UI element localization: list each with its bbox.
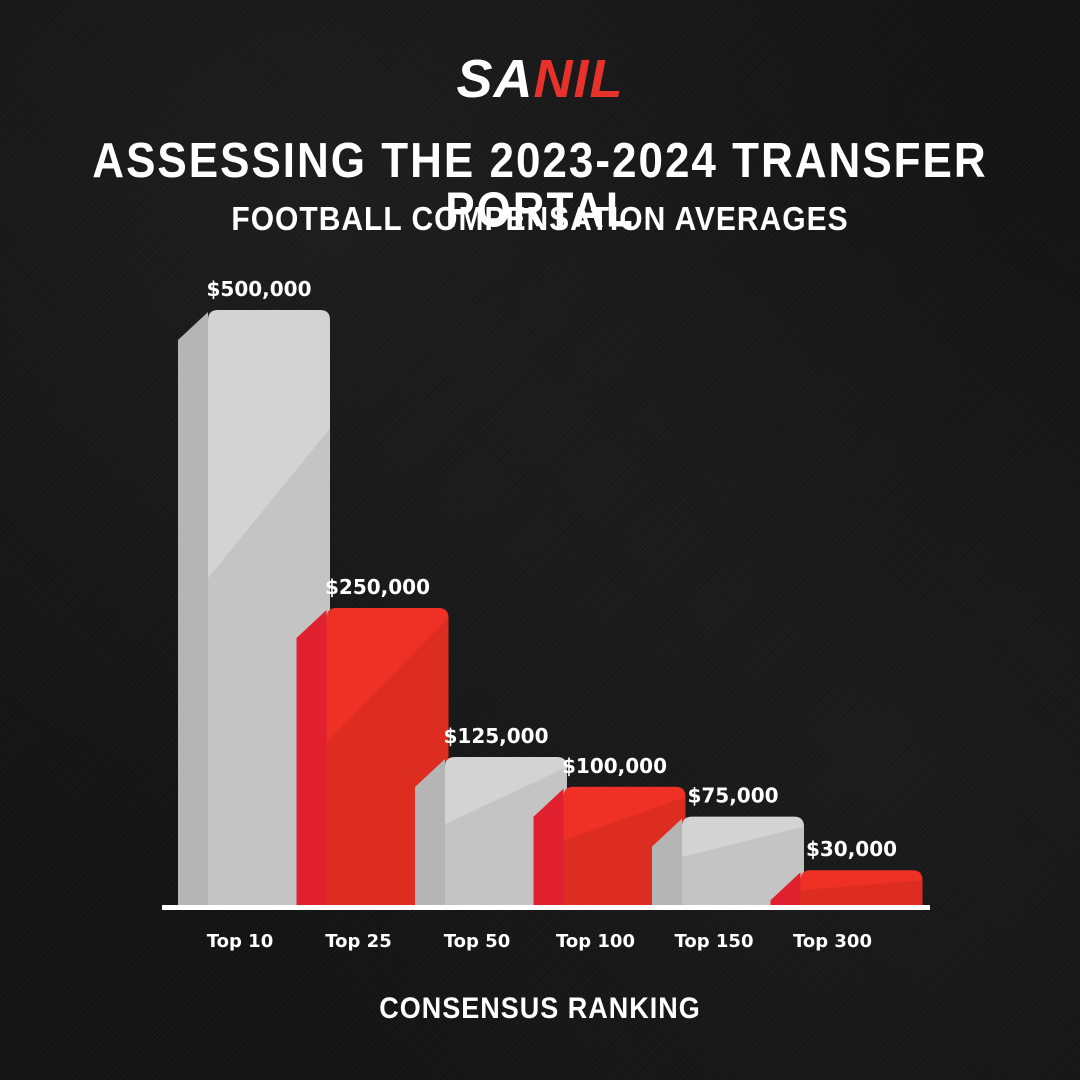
category-label: Top 100 <box>556 931 635 952</box>
value-label: $500,000 <box>206 277 311 301</box>
bar-face <box>682 816 804 906</box>
category-label: Top 150 <box>675 931 754 952</box>
sanil-logo: SANIL <box>0 52 1080 106</box>
bar-6 <box>770 870 923 906</box>
value-label: $30,000 <box>806 837 897 861</box>
bar-face <box>800 870 923 906</box>
value-label: $250,000 <box>325 575 430 599</box>
page-title: ASSESSING THE 2023-2024 TRANSFER PORTAL <box>92 133 988 238</box>
category-label: Top 300 <box>793 931 872 952</box>
bar-side <box>652 818 682 906</box>
category-label: Top 25 <box>325 931 391 952</box>
bar-side <box>533 788 564 906</box>
value-label: $100,000 <box>562 754 667 778</box>
category-label: Top 50 <box>444 931 510 952</box>
bar-side <box>770 872 801 906</box>
value-label: $75,000 <box>687 784 778 808</box>
category-label: Top 10 <box>207 931 273 952</box>
value-label: $125,000 <box>443 724 548 748</box>
page-subtitle: FOOTBALL COMPENSATION AVERAGES <box>231 201 849 238</box>
logo-part-sa: SA <box>456 49 534 109</box>
bar-5 <box>652 816 804 906</box>
bar-shade <box>682 826 804 906</box>
bar-side <box>296 610 327 906</box>
x-axis-label: CONSENSUS RANKING <box>379 991 701 1025</box>
bar-side <box>415 759 445 906</box>
bar-side <box>178 312 208 906</box>
baseline <box>162 905 930 910</box>
bar-shade <box>800 880 923 906</box>
logo-part-nil: NIL <box>533 49 624 109</box>
